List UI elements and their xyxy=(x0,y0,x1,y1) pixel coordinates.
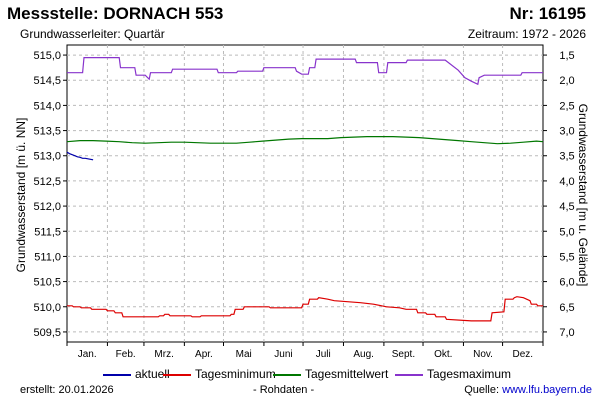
y-tick-label: 513,5 xyxy=(33,126,61,138)
y2-tick-label: 4,0 xyxy=(559,176,574,188)
legend-item-tagesminimum: Tagesminimum xyxy=(163,367,276,381)
series-line-aktuell xyxy=(66,151,94,161)
source-link[interactable]: www.lfu.bayern.de xyxy=(502,384,592,396)
y2-tick-label: 3,0 xyxy=(559,126,574,138)
legend-swatch xyxy=(103,373,131,376)
x-tick-label: Nov. xyxy=(473,349,493,360)
y-tick-label: 511,0 xyxy=(34,251,61,263)
source-info: Quelle: www.lfu.bayern.de xyxy=(464,384,592,396)
legend-swatch xyxy=(163,373,191,376)
series-line-tagesmittelwert xyxy=(66,136,544,145)
x-tick-label: Aug. xyxy=(353,349,374,360)
x-tick-label: Juni xyxy=(274,349,292,360)
x-tick-label: Jan. xyxy=(78,349,97,360)
y-tick-label: 512,5 xyxy=(33,176,61,188)
x-tick-label: Sept. xyxy=(392,349,415,360)
y2-tick-label: 4,5 xyxy=(559,201,574,213)
series-layer xyxy=(66,56,544,322)
y-tick-label: 509,5 xyxy=(33,327,61,339)
legend-label: aktuell xyxy=(135,367,170,381)
grid xyxy=(67,45,543,342)
legend-item-tagesmaximum: Tagesmaximum xyxy=(395,367,511,381)
period-label: Zeitraum: 1972 - 2026 xyxy=(467,27,586,41)
y-tick-label: 514,0 xyxy=(33,100,61,112)
y-tick-label: 515,0 xyxy=(33,50,61,62)
y2-tick-label: 5,0 xyxy=(559,226,574,238)
series-line-tagesmaximum xyxy=(67,56,543,86)
y2-tick-label: 6,0 xyxy=(559,277,574,289)
x-tick-label: Mrz. xyxy=(154,349,173,360)
y-tick-label: 512,0 xyxy=(33,201,61,213)
y2-tick-label: 5,5 xyxy=(559,251,574,263)
x-tick-label: Apr. xyxy=(195,349,213,360)
y2-tick-label: 3,5 xyxy=(559,151,574,163)
plot-frame xyxy=(66,44,544,343)
y2-tick-label: 2,0 xyxy=(559,75,574,87)
legend-swatch xyxy=(273,373,301,376)
station-title: Messstelle: DORNACH 553 xyxy=(7,4,224,23)
station-number: Nr: 16195 xyxy=(509,4,586,23)
legend-label: Tagesmittelwert xyxy=(305,367,389,381)
y2-tick-label: 1,5 xyxy=(559,50,574,62)
series-line-tagesminimum xyxy=(67,296,543,322)
y-axis-label: Grundwasserstand [m ü. NN] xyxy=(14,118,28,273)
y-tick-label: 510,0 xyxy=(33,302,61,314)
y2-tick-label: 2,5 xyxy=(559,100,574,112)
axes: 515,0 514,5 514,0 513,5 513,0 512,5 512,0 511,5… xyxy=(33,50,574,360)
source-label: Quelle: xyxy=(464,384,503,396)
y-tick-label: 513,0 xyxy=(33,151,61,163)
x-tick-label: Okt. xyxy=(434,349,452,360)
y2-tick-label: 6,5 xyxy=(559,302,574,314)
legend-label: Tagesmaximum xyxy=(427,367,512,381)
x-tick-label: Dez. xyxy=(513,349,534,360)
legend-item-aktuell: aktuell xyxy=(103,367,170,381)
legend-swatch xyxy=(395,373,423,376)
y-tick-label: 511,5 xyxy=(34,226,61,238)
y2-tick-label: 7,0 xyxy=(559,327,574,339)
legend-label: Tagesminimum xyxy=(195,367,276,381)
aquifer-label: Grundwasserleiter: Quartär xyxy=(20,27,165,41)
x-tick-label: Feb. xyxy=(116,349,136,360)
rawdata-label: - Rohdaten - xyxy=(253,384,315,396)
y-tick-label: 514,5 xyxy=(33,75,61,87)
x-tick-label: Mai xyxy=(236,349,252,360)
y2-axis-label: Grundwasserstand [m u. Gelände] xyxy=(576,104,590,287)
y-tick-label: 510,5 xyxy=(33,277,61,289)
legend-item-tagesmittelwert: Tagesmittelwert xyxy=(273,367,388,381)
created-date: erstellt: 20.01.2026 xyxy=(20,384,114,396)
x-tick-label: Juli xyxy=(316,349,331,360)
